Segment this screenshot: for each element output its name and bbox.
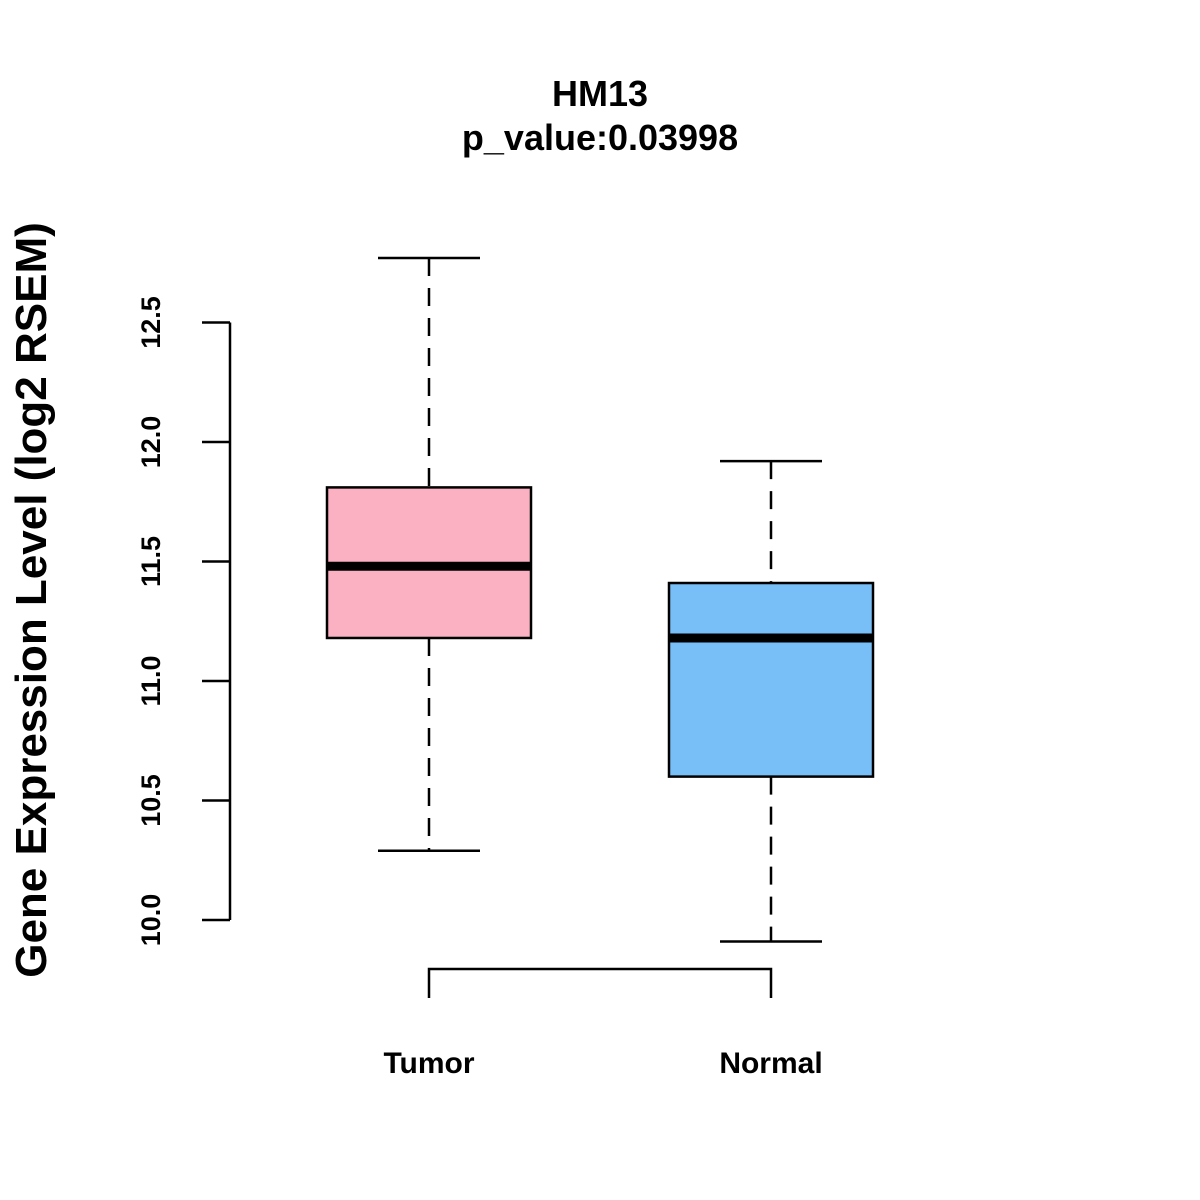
y-tick-label: 11.0 bbox=[136, 655, 166, 706]
chart-title: HM13 bbox=[552, 73, 648, 114]
box-normal bbox=[667, 459, 875, 943]
chart-subtitle: p_value:0.03998 bbox=[462, 117, 738, 158]
category-label-normal: Normal bbox=[719, 1047, 822, 1080]
y-tick-label: 10.5 bbox=[136, 774, 166, 827]
y-tick-label: 11.5 bbox=[136, 536, 166, 587]
y-axis: 10.0 10.5 11.0 11.5 12.0 12.5 bbox=[136, 296, 232, 947]
box-tumor bbox=[325, 256, 533, 852]
y-tick-label: 10.0 bbox=[136, 894, 166, 947]
y-tick-label: 12.0 bbox=[136, 416, 166, 469]
y-axis-label: Gene Expression Level (log2 RSEM) bbox=[7, 222, 56, 978]
comparison-bracket bbox=[427, 967, 773, 998]
iqr-box bbox=[667, 581, 875, 778]
y-tick-label: 12.5 bbox=[136, 296, 166, 349]
category-label-tumor: Tumor bbox=[383, 1047, 474, 1080]
boxes-group bbox=[325, 256, 875, 943]
x-category-labels: Tumor Normal bbox=[383, 1047, 822, 1080]
bracket-line bbox=[427, 967, 773, 998]
